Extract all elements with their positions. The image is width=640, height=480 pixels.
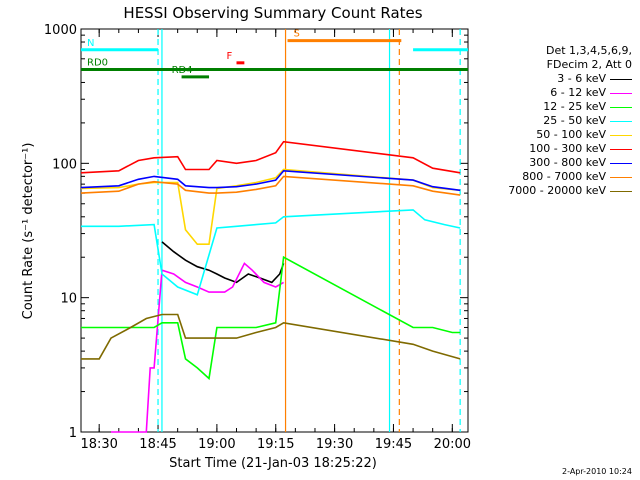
flag-label: N (87, 38, 94, 49)
series-line (80, 175, 461, 196)
flag-label: RD0 (87, 57, 108, 68)
chart-title: HESSI Observing Summary Count Rates (123, 4, 422, 22)
legend-swatch (610, 190, 632, 192)
legend-item: 100 - 300 keV (470, 142, 632, 156)
y-tick-label: 100 (52, 157, 77, 172)
x-tick-label: 19:30 (316, 437, 353, 452)
legend-item: 6 - 12 keV (470, 86, 632, 100)
legend: Det 1,3,4,5,6,9, FDecim 2, Att 0 3 - 6 k… (470, 44, 632, 198)
x-tick-label: 20:00 (434, 437, 471, 452)
legend-item: 25 - 50 keV (470, 114, 632, 128)
legend-item-label: 3 - 6 keV (557, 72, 606, 85)
series-line (80, 140, 461, 174)
series-line (81, 209, 461, 296)
legend-swatch (610, 134, 632, 136)
legend-item-label: 50 - 100 keV (536, 128, 606, 141)
legend-item: 7000 - 20000 keV (470, 184, 632, 198)
y-tick-label: 1000 (44, 23, 77, 38)
flag-label: F (227, 51, 233, 62)
x-tick-label: 18:45 (139, 437, 176, 452)
legend-item: 800 - 7000 keV (470, 170, 632, 184)
y-axis-label: Count Rate (s⁻¹ detector⁻¹) (21, 143, 36, 320)
plot-frame (80, 28, 469, 433)
series-line (80, 169, 461, 192)
series-line (111, 262, 285, 433)
legend-item-label: 300 - 800 keV (529, 156, 606, 169)
legend-item: 12 - 25 keV (470, 100, 632, 114)
legend-swatch (610, 92, 632, 94)
legend-header-line-1: Det 1,3,4,5,6,9, (545, 44, 632, 57)
flag-label: S (294, 29, 300, 40)
legend-item-label: 7000 - 20000 keV (508, 184, 606, 197)
legend-item: 50 - 100 keV (470, 128, 632, 142)
legend-item-label: 6 - 12 keV (550, 86, 606, 99)
legend-item-label: 12 - 25 keV (543, 100, 606, 113)
legend-item-label: 100 - 300 keV (529, 142, 606, 155)
legend-item-label: 25 - 50 keV (543, 114, 606, 127)
legend-item: 3 - 6 keV (470, 72, 632, 86)
legend-swatch (610, 162, 632, 164)
flag-label: RD4 (172, 65, 193, 76)
legend-swatch (610, 176, 632, 178)
x-tick-label: 19:00 (198, 437, 235, 452)
x-axis-label: Start Time (21-Jan-03 18:25:22) (169, 456, 377, 471)
series-line (81, 255, 461, 381)
y-tick-label: 1 (69, 426, 77, 441)
x-tick-label: 19:45 (375, 437, 412, 452)
legend-swatch (610, 120, 632, 122)
legend-item: 300 - 800 keV (470, 156, 632, 170)
legend-swatch (610, 78, 632, 80)
series-line (81, 313, 461, 360)
legend-header-line-2: FDecim 2, Att 0 (546, 58, 632, 71)
legend-swatch (610, 106, 632, 108)
legend-item-label: 800 - 7000 keV (522, 170, 606, 183)
legend-swatch (610, 148, 632, 150)
y-tick-label: 10 (60, 292, 77, 307)
generation-date: 2-Apr-2010 10:24 (562, 467, 632, 476)
x-tick-label: 19:15 (257, 437, 294, 452)
x-tick-label: 18:30 (80, 437, 117, 452)
series-line (161, 241, 285, 284)
